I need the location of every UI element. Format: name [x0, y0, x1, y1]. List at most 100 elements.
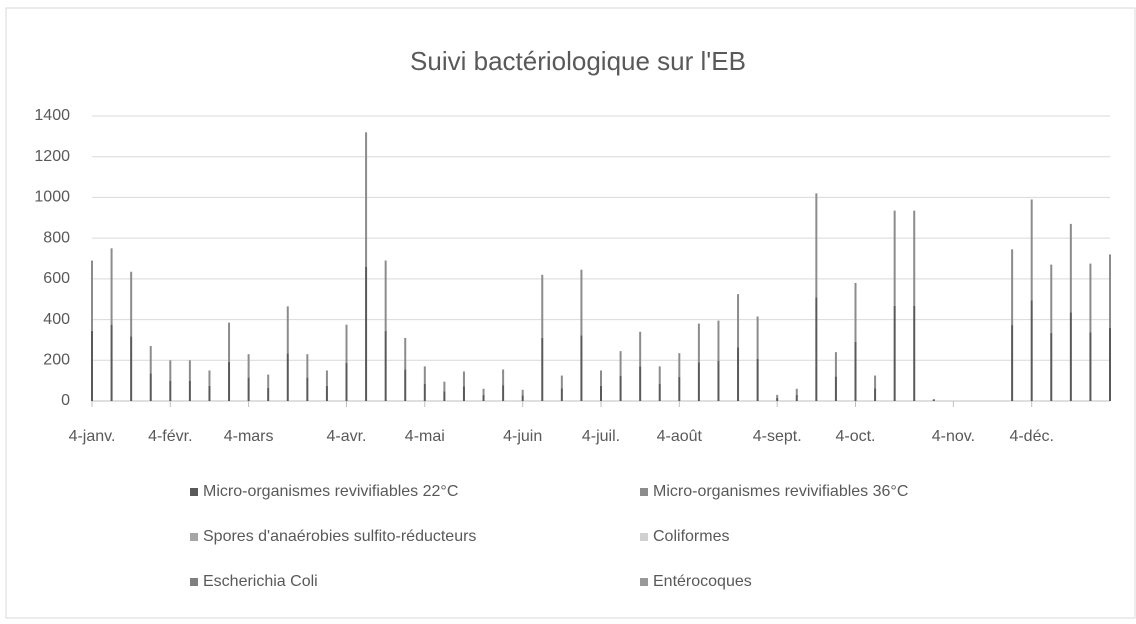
- bar-segment: [815, 297, 818, 401]
- bar-segment: [697, 323, 700, 363]
- y-tick-label: 400: [43, 311, 70, 328]
- bar-segment: [678, 376, 681, 401]
- x-tick-label: 4-juil.: [582, 428, 620, 445]
- bar-segment: [228, 361, 231, 401]
- bar-segment: [639, 331, 642, 367]
- bar-segment: [815, 193, 818, 298]
- x-tick-label: 4-nov.: [932, 428, 975, 445]
- bar-segment: [365, 132, 368, 267]
- x-tick-label: 4-mai: [405, 428, 445, 445]
- legend-swatch: [640, 578, 648, 586]
- bar-segment: [130, 336, 133, 401]
- bar-segment: [502, 369, 505, 386]
- bar-segment: [834, 352, 837, 377]
- bar-segment: [854, 341, 857, 401]
- y-tick-label: 200: [43, 352, 70, 369]
- bar-segment: [325, 385, 328, 401]
- bar-segment: [110, 324, 113, 401]
- bar-segment: [619, 351, 622, 376]
- x-tick-label: 4-août: [657, 428, 703, 445]
- bar-segment: [795, 394, 798, 401]
- bar-segment: [462, 371, 465, 387]
- bar-segment: [1050, 264, 1053, 333]
- bar-segment: [756, 316, 759, 359]
- bar-segment: [404, 337, 407, 370]
- legend-swatch: [640, 533, 648, 541]
- bar-segment: [580, 335, 583, 401]
- bar-segment: [776, 394, 779, 398]
- bar-segment: [560, 375, 563, 389]
- bar-segment: [893, 305, 896, 401]
- bar-segment: [658, 383, 661, 401]
- bar-segment: [600, 385, 602, 401]
- bar-segment: [874, 375, 877, 389]
- bar-segment: [247, 377, 250, 401]
- bar-segment: [913, 210, 916, 306]
- bar-segment: [286, 353, 289, 401]
- bar-segment: [1089, 263, 1092, 333]
- bar-segment: [286, 306, 289, 354]
- legend-label: Micro-organismes revivifiables 22°C: [203, 483, 458, 500]
- legend-swatch: [190, 533, 198, 541]
- bar-segment: [443, 381, 446, 392]
- bar-segment: [1050, 332, 1053, 401]
- bar-segment: [443, 391, 446, 401]
- bar-segment: [580, 269, 583, 336]
- bar-segment: [521, 395, 524, 401]
- legend-label: Escherichia Coli: [203, 573, 318, 590]
- bar-segment: [541, 274, 544, 338]
- bar-segment: [325, 370, 328, 386]
- bar-segment: [1089, 332, 1092, 401]
- x-tick-label: 4-janv.: [69, 428, 116, 445]
- bar-segment: [188, 380, 191, 401]
- bar-segment: [1011, 249, 1014, 326]
- bar-segment: [874, 388, 877, 401]
- bar-segment: [110, 248, 113, 325]
- bar-segment: [834, 376, 837, 401]
- chart-title: Suivi bactériologique sur l'EB: [410, 46, 746, 76]
- bar-segment: [658, 366, 661, 384]
- bar-segment: [854, 282, 857, 342]
- x-tick-label: 4-oct.: [835, 428, 875, 445]
- y-tick-label: 800: [43, 229, 70, 246]
- y-tick-label: 1000: [34, 189, 70, 206]
- bar-segment: [384, 260, 387, 331]
- bar-segment: [717, 320, 720, 361]
- bar-segment: [932, 398, 935, 400]
- bar-segment: [306, 354, 309, 378]
- bar-segment: [1011, 325, 1014, 401]
- legend-label: Micro-organismes revivifiables 36°C: [653, 483, 908, 500]
- bar-segment: [208, 385, 211, 401]
- bar-segment: [1109, 254, 1111, 328]
- bar-segment: [521, 389, 524, 396]
- bar-segment: [365, 266, 368, 401]
- bar-segment: [482, 388, 485, 395]
- legend-label: Coliformes: [653, 528, 729, 545]
- x-tick-label: 4-mars: [224, 428, 274, 445]
- bar-segment: [737, 347, 740, 401]
- bar-segment: [247, 354, 250, 378]
- bar-segment: [267, 374, 270, 388]
- bar-segment: [717, 360, 720, 401]
- bar-segment: [795, 388, 798, 395]
- x-tick-label: 4-juin: [503, 428, 542, 445]
- bar-segment: [502, 385, 505, 401]
- bar-segment: [893, 210, 896, 306]
- bar-segment: [267, 387, 270, 401]
- bar-segment: [91, 330, 93, 401]
- chart-border: [5, 7, 1136, 619]
- bar-segment: [188, 360, 191, 381]
- legend-label: Spores d'anaérobies sulfito-réducteurs: [203, 528, 476, 545]
- legend-swatch: [640, 488, 648, 496]
- bar-segment: [619, 375, 622, 401]
- bar-segment: [697, 362, 700, 401]
- bar-segment: [149, 373, 152, 401]
- y-tick-label: 600: [43, 270, 70, 287]
- legend-swatch: [190, 578, 198, 586]
- bar-segment: [169, 380, 172, 401]
- bar-segment: [306, 377, 309, 401]
- x-tick-label: 4-sept.: [753, 428, 802, 445]
- bar-segment: [404, 369, 407, 401]
- bar-segment: [345, 324, 348, 363]
